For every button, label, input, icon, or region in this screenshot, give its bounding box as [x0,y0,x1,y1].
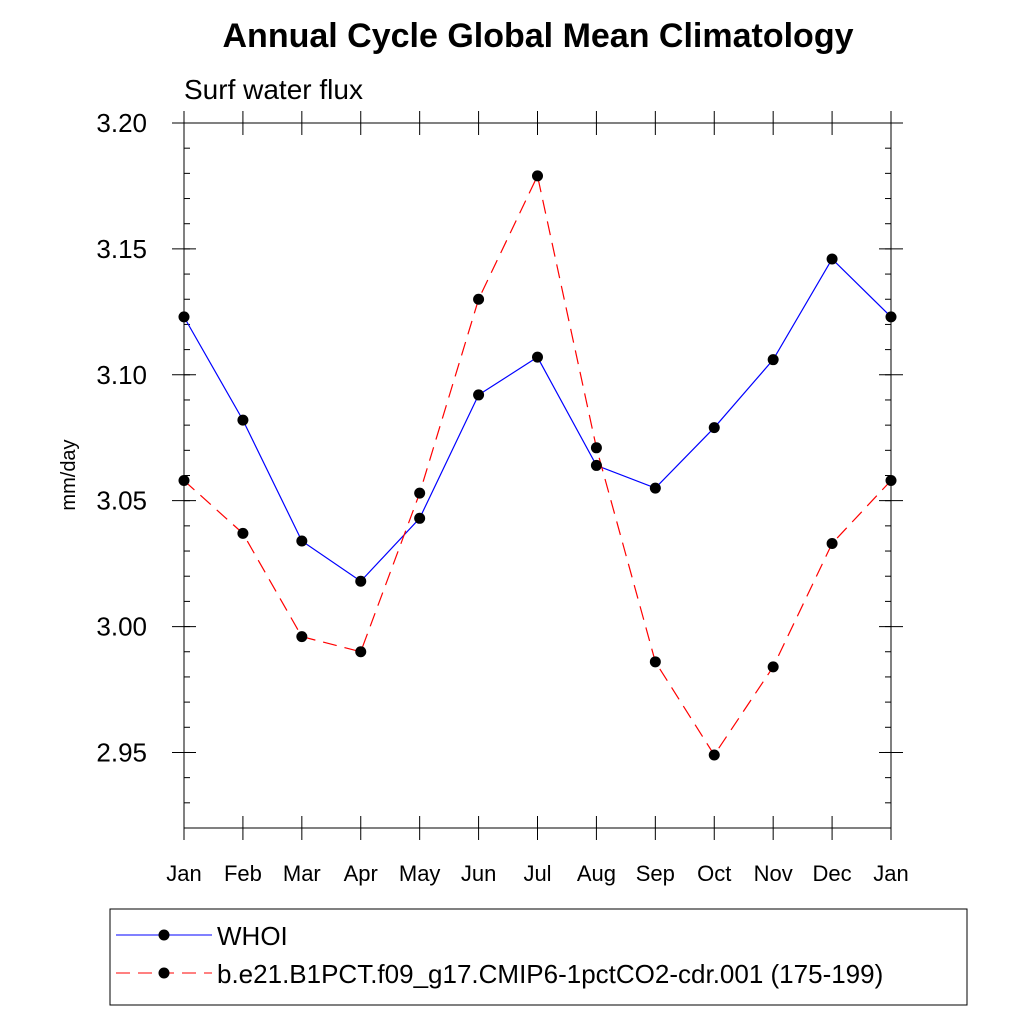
legend-marker-whoi [158,929,170,941]
plot-frame [183,122,892,829]
x-tick-label: Nov [754,861,793,886]
x-tick-label: Aug [577,861,616,886]
y-tick-label: 2.95 [96,737,147,767]
x-tick-label: Apr [344,861,378,886]
series-1-point [237,527,249,539]
series-1-point [296,631,308,643]
x-tick-label: May [399,861,441,886]
series-1-point [826,537,838,549]
x-tick-label: Feb [224,861,262,886]
series-1-point [708,749,720,761]
y-tick-label: 3.20 [96,108,147,138]
series-1-point [590,442,602,454]
x-tick-label: Oct [697,861,731,886]
series-0-point [178,311,190,323]
series-0-point [708,422,720,434]
y-tick-label: 3.00 [96,612,147,642]
series-line-0 [183,257,892,583]
series-0-point [414,512,426,524]
series-0-point [296,535,308,547]
legend-label-whoi: WHOI [217,921,288,951]
x-tick-label: Jun [461,861,496,886]
series-1-point [178,475,190,487]
x-tick-label: Jan [873,861,908,886]
legend-item-model: b.e21.B1PCT.f09_g17.CMIP6-1pctCO2-cdr.00… [116,959,883,989]
y-tick-label: 3.15 [96,234,147,264]
series-layer [178,170,897,761]
series-1-point [355,646,367,658]
legend-box [109,908,968,1006]
y-ticks: 2.95 3.00 3.05 3.10 3.15 3.20 [96,108,903,767]
legend-item-whoi: WHOI [116,921,288,951]
x-tick-label: Jan [166,861,201,886]
series-1-point [532,170,543,182]
series-0-point [237,414,249,426]
y-minor-ticks [184,122,891,829]
series-line-1 [183,174,892,757]
series-1-point [414,487,426,499]
x-tick-label: Mar [283,861,321,886]
series-1-point [885,475,897,487]
series-1-point [649,656,661,668]
x-tick-label: Dec [813,861,852,886]
y-tick-label: 3.05 [96,486,147,516]
legend-label-model: b.e21.B1PCT.f09_g17.CMIP6-1pctCO2-cdr.00… [217,959,883,989]
x-ticks: Jan Feb Mar Apr May Jun Jul Aug Sep Oct Nov Dec Jan [166,111,909,886]
series-0-point [532,351,543,363]
series-0-point [767,354,779,366]
series-0-point [885,311,897,323]
series-1-point [767,661,779,673]
series-0-point [355,575,367,587]
series-0-point [826,253,838,265]
y-tick-label: 3.10 [96,360,147,390]
series-0-point [649,482,661,494]
x-tick-label: Jul [523,861,551,886]
series-1-point [473,293,485,305]
x-tick-label: Sep [636,861,675,886]
series-0-point [473,389,485,401]
chart-title: Annual Cycle Global Mean Climatology [223,17,854,55]
chart-subtitle: Surf water flux [184,74,363,105]
y-axis-label: mm/day [58,439,80,510]
legend-marker-model [158,967,170,979]
series-0-point [590,459,602,471]
